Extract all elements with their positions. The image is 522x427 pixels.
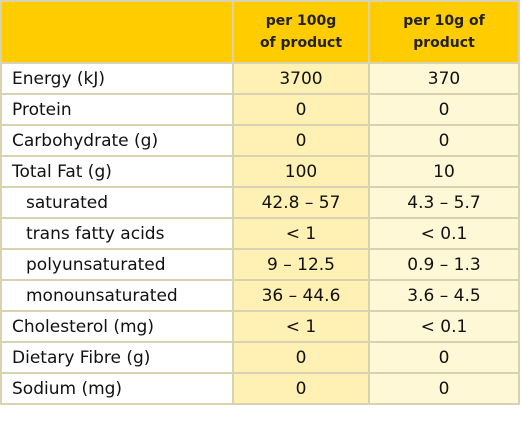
row-label: trans fatty acids <box>0 217 234 250</box>
row-label: Protein <box>0 93 234 126</box>
value-per-100g: < 1 <box>232 310 370 343</box>
value-per-10g: 10 <box>368 155 520 188</box>
table-row: polyunsaturated 9 – 12.5 0.9 – 1.3 <box>0 248 520 281</box>
table-row: Energy (kJ) 3700 370 <box>0 62 520 95</box>
row-label: Carbohydrate (g) <box>0 124 234 157</box>
value-per-10g: 0 <box>368 93 520 126</box>
header-per-100g: per 100g of product <box>232 0 370 64</box>
table-row: Dietary Fibre (g) 0 0 <box>0 341 520 374</box>
table-row: Cholesterol (mg) < 1 < 0.1 <box>0 310 520 343</box>
row-label: saturated <box>0 186 234 219</box>
row-label: Energy (kJ) <box>0 62 234 95</box>
value-per-10g: 3.6 – 4.5 <box>368 279 520 312</box>
table-row: saturated 42.8 – 57 4.3 – 5.7 <box>0 186 520 219</box>
value-per-10g: 370 <box>368 62 520 95</box>
value-per-100g: 0 <box>232 372 370 405</box>
table-row: Sodium (mg) 0 0 <box>0 372 520 405</box>
value-per-100g: 100 <box>232 155 370 188</box>
value-per-100g: 0 <box>232 341 370 374</box>
value-per-10g: 0 <box>368 341 520 374</box>
value-per-100g: 42.8 – 57 <box>232 186 370 219</box>
row-label: Sodium (mg) <box>0 372 234 405</box>
value-per-100g: 36 – 44.6 <box>232 279 370 312</box>
header-per-100g-line2: of product <box>259 35 343 51</box>
header-blank-cell <box>0 0 234 64</box>
value-per-10g: 0.9 – 1.3 <box>368 248 520 281</box>
value-per-100g: < 1 <box>232 217 370 250</box>
value-per-100g: 0 <box>232 124 370 157</box>
header-row: per 100g of product per 10g of product <box>0 0 520 64</box>
row-label: Cholesterol (mg) <box>0 310 234 343</box>
header-per-10g-line1: per 10g of <box>403 13 485 29</box>
value-per-10g: < 0.1 <box>368 310 520 343</box>
value-per-10g: < 0.1 <box>368 217 520 250</box>
value-per-100g: 3700 <box>232 62 370 95</box>
header-per-10g: per 10g of product <box>368 0 520 64</box>
table-row: monounsaturated 36 – 44.6 3.6 – 4.5 <box>0 279 520 312</box>
table-row: trans fatty acids < 1 < 0.1 <box>0 217 520 250</box>
row-label: Total Fat (g) <box>0 155 234 188</box>
value-per-100g: 0 <box>232 93 370 126</box>
value-per-100g: 9 – 12.5 <box>232 248 370 281</box>
row-label: Dietary Fibre (g) <box>0 341 234 374</box>
row-label: monounsaturated <box>0 279 234 312</box>
row-label: polyunsaturated <box>0 248 234 281</box>
table-row: Carbohydrate (g) 0 0 <box>0 124 520 157</box>
table-row: Protein 0 0 <box>0 93 520 126</box>
value-per-10g: 0 <box>368 124 520 157</box>
header-per-100g-line1: per 100g <box>265 13 337 29</box>
header-per-10g-line2: product <box>413 35 475 51</box>
value-per-10g: 0 <box>368 372 520 405</box>
nutrition-table: per 100g of product per 10g of product E… <box>0 0 520 405</box>
value-per-10g: 4.3 – 5.7 <box>368 186 520 219</box>
table-row: Total Fat (g) 100 10 <box>0 155 520 188</box>
